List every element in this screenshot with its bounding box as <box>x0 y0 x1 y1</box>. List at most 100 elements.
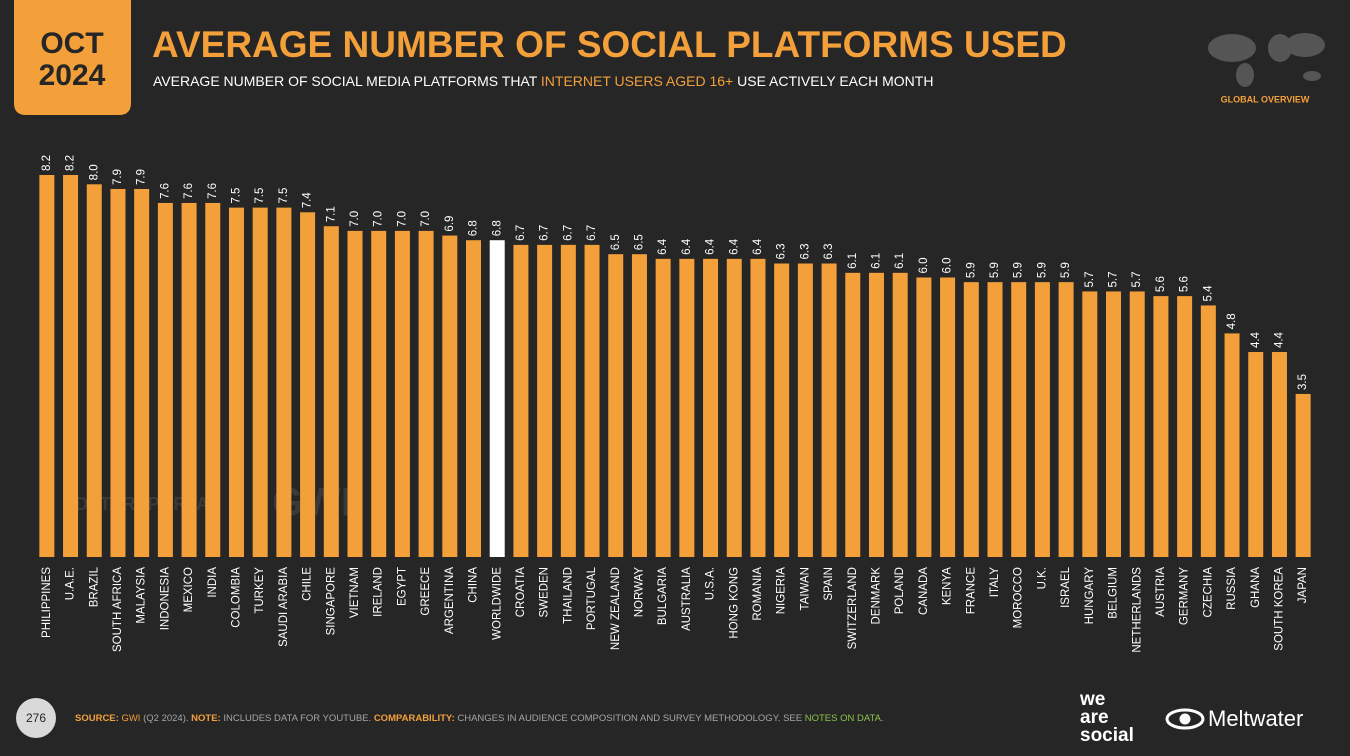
x-tick-label: CANADA <box>918 567 930 615</box>
bar <box>276 207 292 558</box>
bar <box>489 240 505 557</box>
source-part: CHANGES IN AUDIENCE COMPOSITION AND SURV… <box>457 713 804 724</box>
bar <box>892 272 908 557</box>
value-label: 5.6 <box>1155 276 1167 292</box>
value-label: 6.3 <box>776 244 788 260</box>
page-number: 276 <box>26 711 46 725</box>
x-tick-label: MEXICO <box>183 567 195 612</box>
bar <box>442 235 458 557</box>
value-label: 5.9 <box>1036 262 1048 278</box>
x-tick-label: THAILAND <box>562 567 574 624</box>
x-tick-label: TAIWAN <box>799 567 811 610</box>
bar <box>584 244 600 557</box>
value-label: 7.1 <box>325 206 337 222</box>
x-tick-label: ARGENTINA <box>444 567 456 634</box>
bar <box>1034 282 1050 557</box>
x-tick-label: COLOMBIA <box>231 567 243 628</box>
source-part[interactable]: NOTES ON DATA <box>805 713 882 724</box>
value-label: 6.8 <box>468 220 480 236</box>
value-label: 7.9 <box>112 169 124 185</box>
subtitle-part: USE ACTIVELY EACH MONTH <box>733 73 933 89</box>
x-tick-label: PORTUGAL <box>586 566 598 630</box>
bar <box>418 230 434 557</box>
x-tick-label: BULGARIA <box>657 567 669 625</box>
value-label: 4.4 <box>1250 331 1262 348</box>
value-label: 6.1 <box>894 253 906 269</box>
bar <box>631 254 647 557</box>
value-label: 7.5 <box>231 188 243 204</box>
value-label: 4.4 <box>1273 331 1285 348</box>
bar <box>868 272 884 557</box>
source-part: COMPARABILITY: <box>374 713 458 724</box>
bar <box>821 263 837 557</box>
x-tick-label: JAPAN <box>1297 567 1309 603</box>
x-tick-label: SOUTH AFRICA <box>112 567 124 652</box>
source-part: INCLUDES DATA FOR YOUTUBE. <box>223 713 373 724</box>
bar <box>1011 282 1027 557</box>
bar <box>1271 352 1287 557</box>
logo-text: social <box>1080 725 1134 746</box>
x-tick-label: GERMANY <box>1179 567 1191 625</box>
x-tick-label: AUSTRIA <box>1155 567 1167 617</box>
x-tick-label: TURKEY <box>254 567 266 614</box>
x-tick-label: ISRAEL <box>1060 566 1072 608</box>
logo-text: Meltwater <box>1208 706 1303 731</box>
x-tick-label: HONG KONG <box>728 567 740 639</box>
bar <box>679 258 695 557</box>
value-label: 6.0 <box>918 257 930 273</box>
x-tick-label: CHINA <box>468 567 480 603</box>
x-tick-label: NORWAY <box>633 567 645 618</box>
value-label: 6.3 <box>799 244 811 260</box>
date-badge <box>14 0 131 115</box>
chart-title: AVERAGE NUMBER OF SOCIAL PLATFORMS USED <box>152 24 1067 65</box>
value-label: 7.0 <box>396 211 408 227</box>
value-label: 6.7 <box>539 225 551 241</box>
x-tick-label: AUSTRALIA <box>681 567 693 631</box>
x-tick-label: GHANA <box>1250 567 1262 608</box>
bar <box>513 244 529 557</box>
value-label: 7.6 <box>159 183 171 199</box>
value-label: 8.2 <box>41 155 53 171</box>
bar <box>537 244 553 557</box>
bar <box>205 202 221 557</box>
bar <box>1295 393 1311 557</box>
bar <box>1153 296 1169 557</box>
bar <box>1224 333 1240 557</box>
bar <box>86 184 102 557</box>
value-label: 6.7 <box>515 225 527 241</box>
x-tick-label: ITALY <box>989 567 1001 598</box>
bar <box>39 175 55 557</box>
x-tick-label: WORLDWIDE <box>491 567 503 640</box>
bar <box>655 258 671 557</box>
x-tick-label: NIGERIA <box>776 567 788 615</box>
value-label: 6.9 <box>444 216 456 232</box>
value-label: 5.7 <box>1131 271 1143 287</box>
subtitle: AVERAGE NUMBER OF SOCIAL MEDIA PLATFORMS… <box>153 73 933 89</box>
value-label: 5.7 <box>1084 271 1096 287</box>
value-label: 5.4 <box>1202 285 1214 302</box>
bar <box>916 277 932 557</box>
x-tick-label: DENMARK <box>871 567 883 625</box>
bar <box>1129 291 1145 557</box>
value-label: 7.6 <box>207 183 219 199</box>
bar <box>300 212 316 557</box>
x-tick-label: MOROCCO <box>1013 567 1025 628</box>
bar <box>560 244 576 557</box>
bar <box>1200 305 1216 557</box>
bar <box>963 282 979 557</box>
value-label: 6.7 <box>562 225 574 241</box>
value-label: 4.8 <box>1226 313 1238 329</box>
bar <box>371 230 387 557</box>
x-tick-label: GREECE <box>420 567 432 616</box>
x-tick-label: MALAYSIA <box>136 567 148 624</box>
value-label: 7.0 <box>373 211 385 227</box>
bar <box>1248 352 1264 557</box>
value-label: 7.0 <box>349 211 361 227</box>
x-tick-label: RUSSIA <box>1226 567 1238 610</box>
bar <box>134 188 150 557</box>
x-tick-label: INDONESIA <box>159 567 171 631</box>
source-part: SOURCE: <box>75 713 121 724</box>
x-tick-label: BRAZIL <box>88 566 100 607</box>
value-label: 6.1 <box>847 253 859 269</box>
